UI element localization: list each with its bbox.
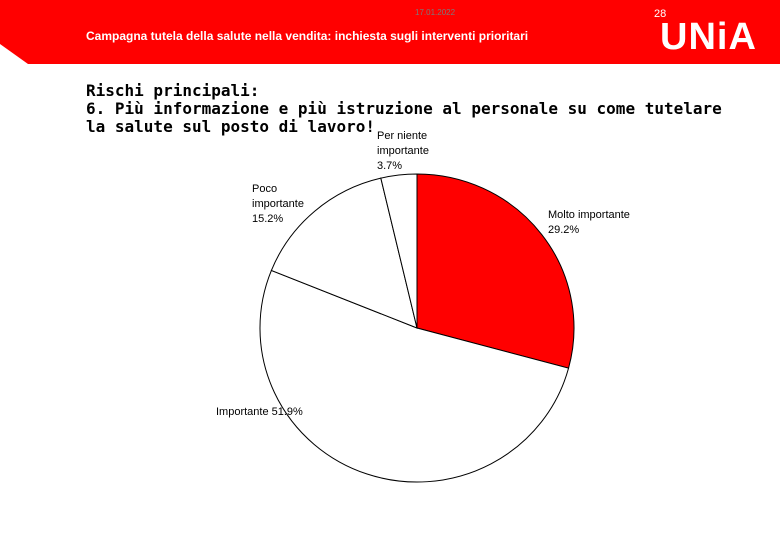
pie-slice-2 [259, 269, 570, 483]
slice-label-line: Per niente [377, 130, 428, 142]
banner-background [0, 0, 780, 64]
banner-shape [0, 0, 780, 64]
pie-slice-3 [270, 177, 418, 329]
slice-label-line: Poco [252, 183, 278, 195]
slide-heading: Rischi principali: 6. Più informazione e… [86, 82, 746, 136]
slice-label-line: Importante 51.9% [216, 406, 303, 418]
slice-label-line: 3.7% [377, 160, 403, 172]
slice-label-2: Importante 51.9% [216, 405, 303, 420]
slice-label-line: 15.2% [252, 213, 284, 225]
date-label: 17.01.2022 [415, 8, 456, 17]
header-banner: 17.01.2022 28 Campagna tutela della salu… [0, 0, 780, 64]
heading-line-2: 6. Più informazione e più istruzione al … [86, 99, 722, 118]
pie-slice-1 [416, 173, 575, 369]
slice-label-line: Molto importante [548, 209, 630, 221]
slice-label-4: Per niente importante 3.7% [377, 129, 429, 174]
unia-logo: UNiA [660, 16, 757, 58]
slice-label-line: 29.2% [548, 224, 580, 236]
slice-label-1: Molto importante 29.2% [548, 208, 630, 238]
heading-line-1: Rischi principali: [86, 81, 260, 100]
page-number: 28 [654, 8, 667, 20]
slice-label-line: importante [377, 145, 429, 157]
slice-label-line: importante [252, 198, 304, 210]
presentation-subtitle: Campagna tutela della salute nella vendi… [86, 29, 529, 43]
slice-label-3: Poco importante 15.2% [252, 182, 304, 227]
pie-slice-4 [380, 173, 418, 329]
heading-line-3: la salute sul posto di lavoro! [86, 117, 375, 136]
